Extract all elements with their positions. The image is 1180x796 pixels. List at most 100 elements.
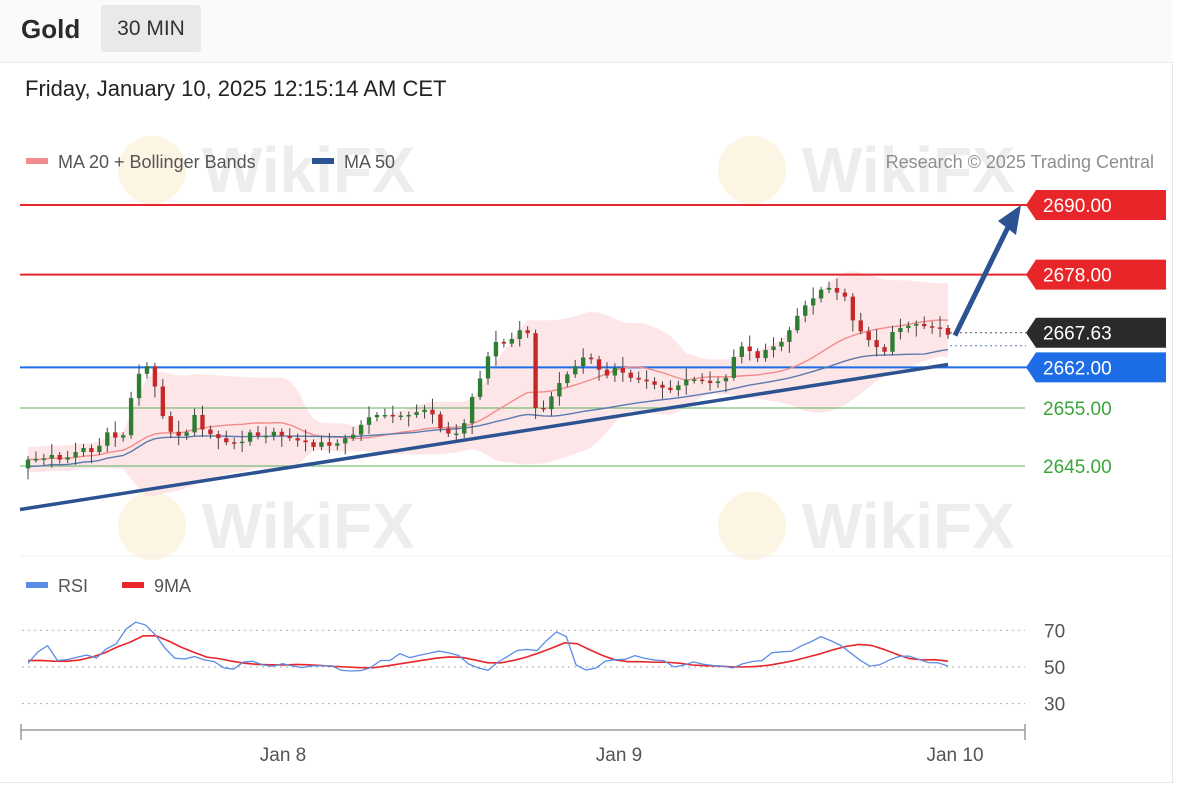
candle-body <box>890 332 895 352</box>
candle <box>676 380 681 397</box>
candle-body <box>628 372 633 378</box>
candle <box>652 377 657 390</box>
candle <box>660 381 665 399</box>
level-label-2645-00: 2645.00 <box>1043 457 1112 478</box>
candle <box>493 330 499 366</box>
candle <box>692 376 697 384</box>
legend-ma50: MA 50 <box>312 152 395 173</box>
candle-body <box>136 373 142 399</box>
watermark-logo-icon <box>118 492 186 560</box>
candle-body <box>604 369 610 376</box>
candle-body <box>438 414 443 429</box>
candle <box>287 428 292 442</box>
rsi-legend-label: RSI <box>58 576 89 596</box>
wikifx-watermark: WikiFX <box>718 134 1015 206</box>
candle <box>81 443 86 457</box>
candle-body <box>319 442 324 447</box>
candle-body <box>826 287 832 290</box>
candle <box>366 406 372 435</box>
candle-body <box>660 384 665 388</box>
candle <box>239 430 245 453</box>
candle <box>501 338 507 348</box>
candle-body <box>755 351 760 359</box>
candle-body <box>303 440 308 443</box>
watermark-text: WikiFX <box>202 134 415 206</box>
candle-body <box>929 326 935 328</box>
candle-body <box>224 438 229 443</box>
candle-body <box>406 414 411 417</box>
candle <box>596 355 602 381</box>
candle-body <box>731 356 737 378</box>
level-label-2662-00: 2662.00 <box>1043 358 1112 379</box>
candle-body <box>120 435 126 438</box>
candle-body <box>398 415 403 418</box>
rsi-line <box>27 621 949 672</box>
candle <box>922 316 927 330</box>
candle-body <box>906 325 911 328</box>
candle-body <box>192 414 197 433</box>
candle <box>826 281 832 294</box>
candle <box>192 408 197 436</box>
candle-body <box>271 431 277 436</box>
candle-body <box>517 330 522 339</box>
candle-body <box>707 380 713 384</box>
candle-body <box>382 414 388 417</box>
level-tag-2662-00 <box>1026 352 1166 383</box>
candle <box>303 429 308 452</box>
candle-body <box>366 417 372 425</box>
candle <box>271 427 277 441</box>
candle <box>279 428 284 447</box>
candle <box>628 369 633 382</box>
candle-body <box>97 445 102 453</box>
candle-body <box>779 341 784 347</box>
candle-body <box>922 323 927 327</box>
candle-body <box>446 428 451 434</box>
candle-body <box>216 434 221 439</box>
candle-body <box>945 327 951 335</box>
ma20-legend-label: MA 20 + Bollinger Bands <box>58 152 256 172</box>
candle <box>263 426 269 444</box>
candle <box>144 362 150 379</box>
legend-rsi: RSI <box>26 576 88 597</box>
level-label-2690-00: 2690.00 <box>1043 196 1112 217</box>
candle-body <box>168 416 173 432</box>
candle <box>430 398 435 424</box>
candle-body <box>850 296 856 321</box>
timeframe-button[interactable]: 30 MIN <box>101 5 201 52</box>
current-price-label: 2667.63 <box>1043 324 1112 345</box>
candle <box>588 353 594 364</box>
candle <box>945 325 951 339</box>
candle-body <box>914 323 919 326</box>
candle <box>200 405 205 437</box>
candle-body <box>184 432 189 436</box>
watermark-logo-icon <box>718 136 786 204</box>
candle <box>580 348 586 374</box>
chart-frame <box>0 62 1173 783</box>
candle-body <box>842 292 848 297</box>
candle <box>438 411 443 433</box>
candle-body <box>113 432 118 438</box>
candle <box>382 408 388 419</box>
candle <box>533 329 538 420</box>
candle <box>358 420 364 442</box>
candle <box>335 439 340 451</box>
candle <box>763 343 768 362</box>
watermark-text: WikiFX <box>802 134 1015 206</box>
candle <box>644 370 649 389</box>
candle <box>707 371 713 391</box>
candle <box>160 379 166 420</box>
candle-body <box>430 409 435 415</box>
watermark-logo-icon <box>718 492 786 560</box>
candle-body <box>612 367 618 376</box>
candle <box>57 452 62 464</box>
candle-body <box>422 409 427 413</box>
rsi-tick-label-30: 30 <box>1044 695 1065 716</box>
candle <box>842 288 848 302</box>
candle-body <box>596 359 602 370</box>
instrument-title: Gold <box>21 14 81 44</box>
candle-body <box>493 341 499 357</box>
ma20-swatch <box>26 158 48 165</box>
candle-body <box>739 346 744 357</box>
rsi-tick-label-50: 50 <box>1044 658 1065 679</box>
